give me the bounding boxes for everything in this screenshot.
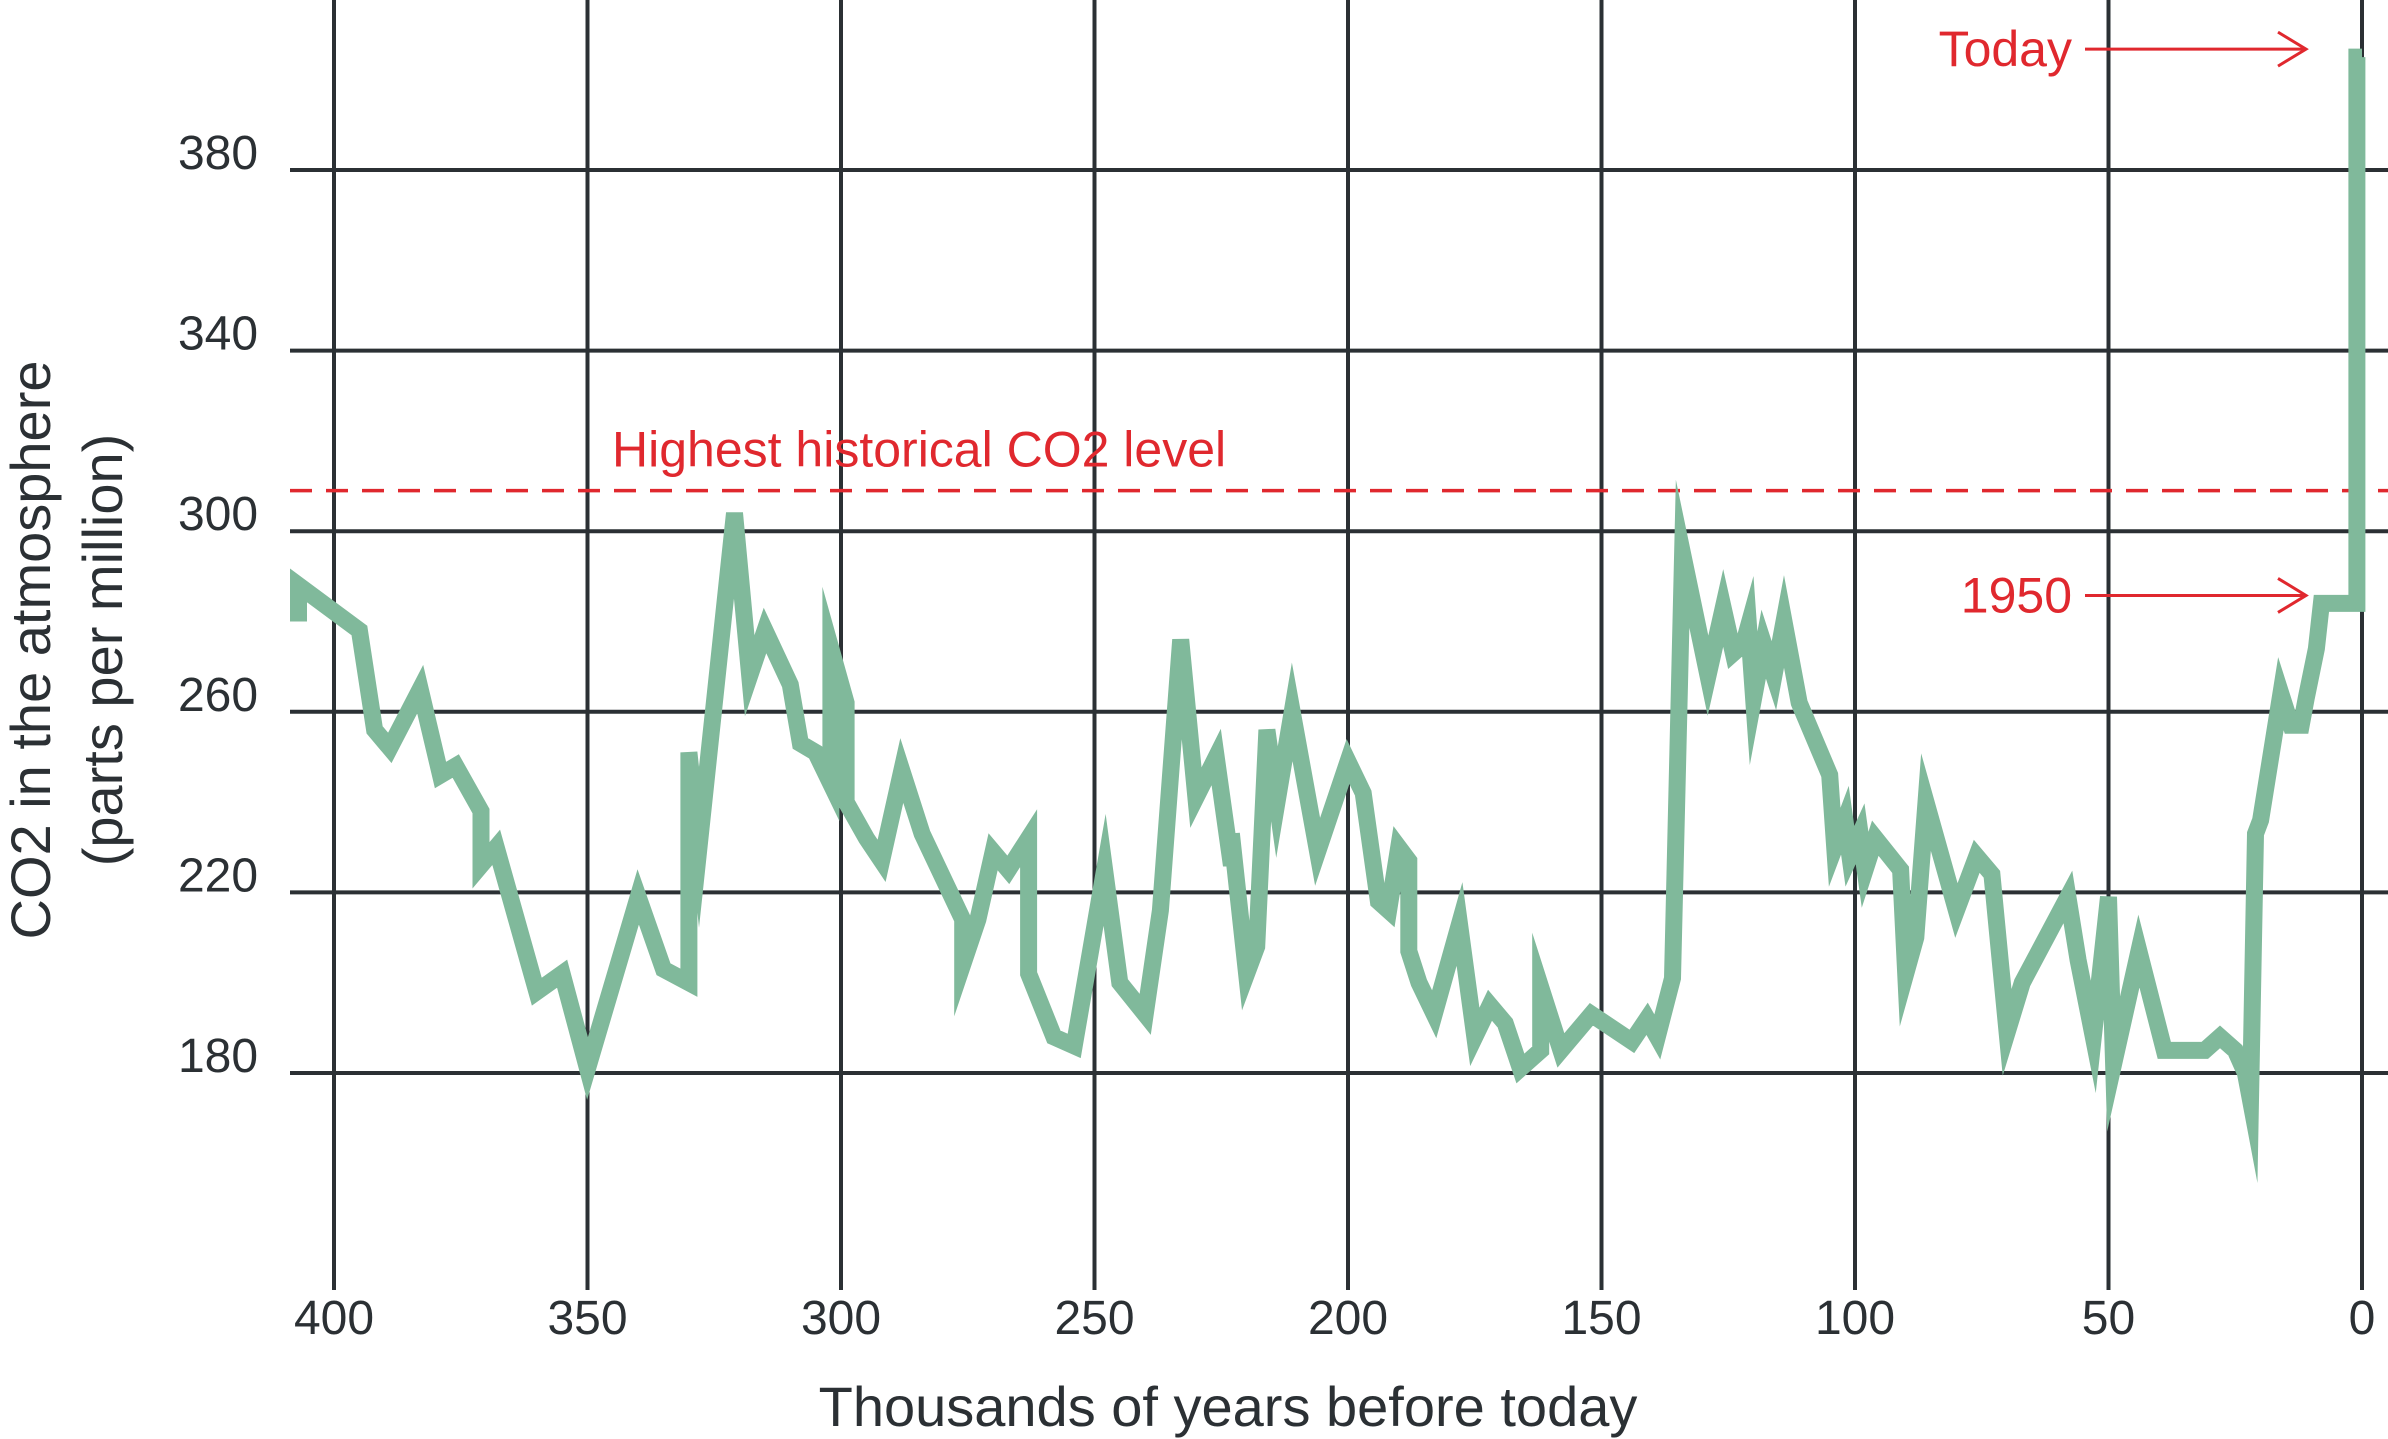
label-layer: 400 350 300 250 200 150 100 50 0 180 220 260 300 340 3… xyxy=(0,127,2375,1438)
y-tick-label: 260 xyxy=(178,669,258,722)
grid-layer xyxy=(290,0,2388,1290)
x-tick-label: 250 xyxy=(1054,1292,1134,1345)
x-tick-label: 400 xyxy=(294,1292,374,1345)
x-tick-label: 100 xyxy=(1815,1292,1895,1345)
y-axis-title-line-1: CO2 in the atmosphere xyxy=(0,361,62,940)
x-tick-label: 50 xyxy=(2082,1292,2135,1345)
annotation-layer: Today 1950 xyxy=(1939,21,2309,623)
series-layer xyxy=(290,48,2366,1183)
x-tick-label: 300 xyxy=(801,1292,881,1345)
y-tick-label: 220 xyxy=(178,849,258,902)
y-tick-label: 380 xyxy=(178,127,258,180)
annotation-arrowhead xyxy=(2277,30,2309,68)
reference-line-label: Highest historical CO2 level xyxy=(612,422,1226,478)
x-axis-title: Thousands of years before today xyxy=(819,1375,1638,1438)
y-axis-title-line-2: (parts per million) xyxy=(71,434,134,867)
reference-line-layer: Highest historical CO2 level xyxy=(290,422,2388,493)
annotation-label: 1950 xyxy=(1961,567,2072,623)
x-tick-label: 350 xyxy=(547,1292,627,1345)
annotation-arrowhead xyxy=(2277,577,2309,614)
x-tick-label: 150 xyxy=(1561,1292,1641,1345)
co2-series-line xyxy=(290,48,2366,1183)
y-tick-label: 180 xyxy=(178,1030,258,1083)
y-tick-label: 340 xyxy=(178,308,258,361)
y-tick-label: 300 xyxy=(178,488,258,541)
annotation-label: Today xyxy=(1939,21,2072,77)
x-tick-label: 200 xyxy=(1308,1292,1388,1345)
x-tick-label: 0 xyxy=(2349,1292,2376,1345)
